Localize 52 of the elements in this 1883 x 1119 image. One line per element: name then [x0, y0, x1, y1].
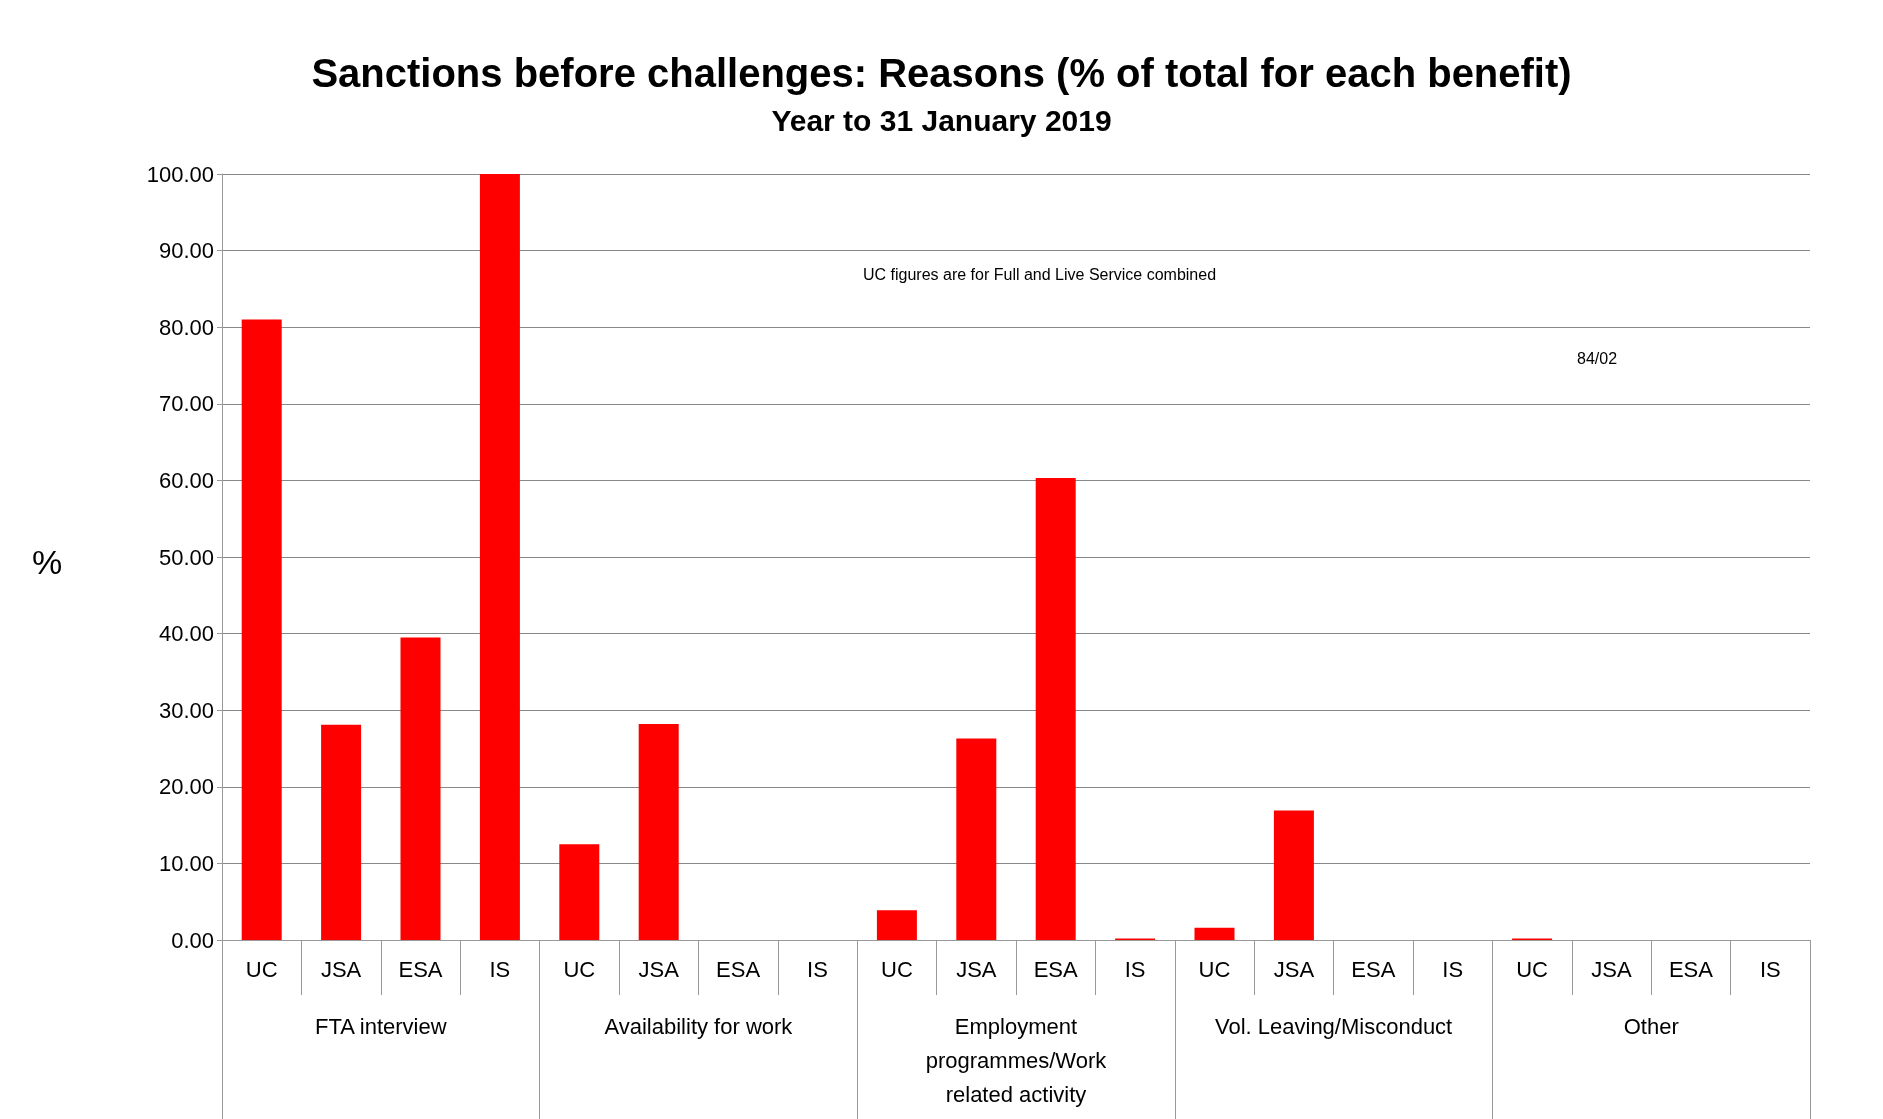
bar — [1273, 810, 1314, 940]
y-tick-label: 80.00 — [158, 314, 214, 340]
text: FTA interview — [314, 1013, 447, 1039]
text: Vol. Leaving/Misconduct — [1214, 1013, 1453, 1039]
bar — [241, 319, 282, 940]
x-tick-label: UC — [245, 956, 278, 982]
chart-subtitle: Year to 31 January 2019 — [771, 103, 1112, 137]
x-tick-label: JSA — [320, 956, 362, 982]
text: Other — [1623, 1013, 1679, 1039]
x-tick-label: IS — [489, 956, 511, 982]
text: Employment programmes/Work related activity — [925, 1013, 1108, 1107]
x-tick-label: JSA — [956, 956, 997, 982]
y-tick-label: 20.00 — [158, 774, 214, 800]
chart-title: Sanctions before challenges: Reasons (% of total for each benefit) — [311, 51, 1572, 95]
x-tick-label: UC — [563, 956, 596, 982]
x-tick-label: JSA — [1273, 956, 1315, 982]
x-tick-label: IS — [1124, 956, 1146, 982]
y-tick-label: 40.00 — [158, 621, 214, 647]
bar — [876, 910, 917, 940]
bar — [638, 723, 679, 940]
y-tick-label: 50.00 — [158, 544, 214, 570]
x-tick-label: IS — [1442, 956, 1464, 982]
y-tick-label: 90.00 — [158, 238, 214, 264]
y-tick-label: 100.00 — [146, 161, 214, 187]
x-tick-label: IS — [1759, 956, 1781, 982]
x-tick-label: JSA — [1591, 956, 1632, 982]
x-tick-label: ESA — [716, 956, 761, 982]
bar — [321, 724, 362, 940]
x-tick-label: ESA — [398, 956, 443, 982]
bar — [400, 637, 441, 940]
x-tick-label: UC — [881, 956, 913, 982]
y-tick-label: 70.00 — [158, 391, 214, 417]
x-tick-label: UC — [1198, 956, 1231, 982]
x-tick-label: ESA — [1033, 956, 1079, 982]
x-tick-label: UC — [1516, 956, 1549, 982]
annotation: UC figures are for Full and Live Service combined — [863, 265, 1217, 283]
y-tick-label: 10.00 — [158, 850, 214, 876]
y-tick-label: 0.00 — [171, 927, 214, 953]
x-tick-label: JSA — [638, 956, 680, 982]
annotation: 84/02 — [1577, 349, 1618, 367]
bar — [956, 738, 997, 940]
y-tick-label: 30.00 — [158, 697, 214, 723]
text: Availability for work — [604, 1013, 794, 1039]
bar — [479, 174, 520, 940]
bar — [1194, 927, 1235, 940]
bar — [559, 844, 600, 940]
x-tick-label: ESA — [1668, 956, 1714, 982]
x-tick-label: IS — [807, 956, 828, 982]
bar — [1035, 478, 1076, 940]
y-axis-title: % — [32, 543, 63, 581]
x-tick-label: ESA — [1351, 956, 1396, 982]
y-tick-label: 60.00 — [158, 467, 214, 493]
